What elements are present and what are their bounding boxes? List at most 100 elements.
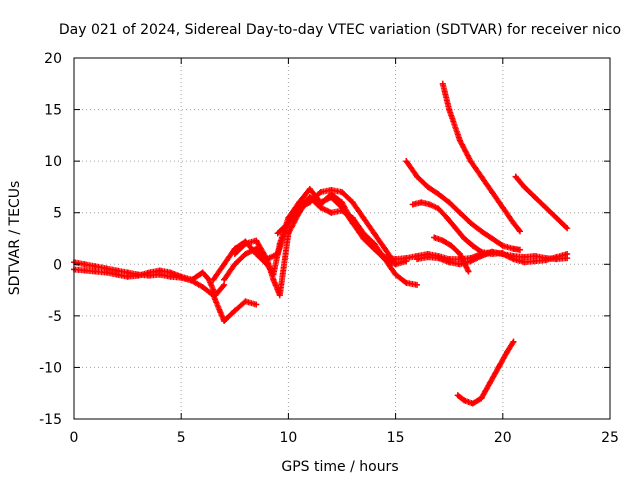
x-tick-label: 10 [279,430,297,446]
x-tick-label: 0 [70,430,79,446]
data-point [456,261,463,268]
data-point [212,292,219,299]
series-track-12 [512,173,571,232]
data-point [439,80,446,87]
data-point [92,263,99,270]
data-point [414,256,421,263]
x-tick-label: 20 [494,430,512,446]
x-tick-label: 5 [177,430,186,446]
data-point [263,256,270,263]
series-track-9 [409,199,506,257]
data-point [296,204,303,211]
data-point [253,250,260,257]
data-point [381,245,388,252]
data-point [253,245,260,252]
data-point [467,220,474,227]
series-track-11 [439,80,523,235]
data-point [435,191,442,198]
data-point [270,276,277,283]
data-point [454,392,461,399]
data-point [221,281,228,288]
data-point [409,201,416,208]
data-point [521,259,528,266]
data-point [521,254,528,261]
data-point [221,318,228,325]
series-track-10 [431,234,472,275]
data-point [276,292,283,299]
data-point [516,246,523,253]
data-point [81,267,88,274]
x-tick-label: 25 [601,430,619,446]
data-point [564,225,571,232]
data-point [231,261,238,268]
y-axis-label: SDTVAR / TECUs [7,181,23,296]
data-point [403,279,410,286]
data-point [489,189,496,196]
data-point [199,283,206,290]
data-point [113,271,120,278]
data-point [489,250,496,257]
data-point [446,259,453,266]
data-point [317,189,324,196]
y-tick-label: 5 [53,206,62,222]
data-point [486,379,493,386]
plot-frame [73,57,611,420]
data-point [446,199,453,206]
data-point [489,235,496,242]
y-tick-label: 20 [44,51,62,67]
data-point [553,254,560,261]
data-point [392,256,399,263]
data-point [531,194,538,201]
y-tick-label: 0 [53,257,62,273]
x-axis-label: GPS time / hours [281,459,398,475]
data-point [403,255,410,262]
data-point [531,253,538,260]
data-point [81,261,88,268]
data-point [431,234,438,241]
data-point [510,338,517,345]
data-point [274,230,281,237]
data-point [242,298,249,305]
data-point [371,245,378,252]
data-point [188,276,195,283]
data-point [495,364,502,371]
data-point [499,249,506,256]
data-point [456,137,463,144]
series-track-8 [403,158,523,253]
data-point [461,235,468,242]
data-point [465,268,472,275]
data-point [469,400,476,407]
chart-title: Day 021 of 2024, Sidereal Day-to-day VTE… [59,22,621,38]
data-point [285,220,292,227]
data-point [418,199,425,206]
data-point [456,250,463,257]
data-point [210,276,217,283]
data-point [452,225,459,232]
data-point [124,273,131,280]
data-point [328,191,335,198]
data-point [531,258,538,265]
data-point [178,273,185,280]
data-point [146,269,153,276]
data-point [103,269,110,276]
data-point [469,242,476,249]
data-point [92,268,99,275]
y-tick-label: -15 [39,412,62,428]
data-point [371,230,378,237]
data-point [360,235,367,242]
data-point [167,269,174,276]
data-point [349,199,356,206]
data-point [135,272,142,279]
data-point [156,267,163,274]
data-point [306,194,313,201]
data-point [317,201,324,208]
data-point [478,173,485,180]
data-point [467,158,474,165]
x-tick-label: 15 [387,430,405,446]
data-point [510,220,517,227]
data-point [510,256,517,263]
data-point [296,199,303,206]
data-point [461,397,468,404]
data-point [253,237,260,244]
